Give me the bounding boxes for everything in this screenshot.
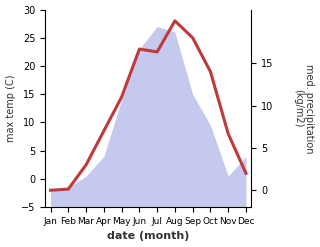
X-axis label: date (month): date (month) (107, 231, 189, 242)
Y-axis label: med. precipitation
(kg/m2): med. precipitation (kg/m2) (293, 64, 315, 153)
Y-axis label: max temp (C): max temp (C) (5, 75, 16, 142)
